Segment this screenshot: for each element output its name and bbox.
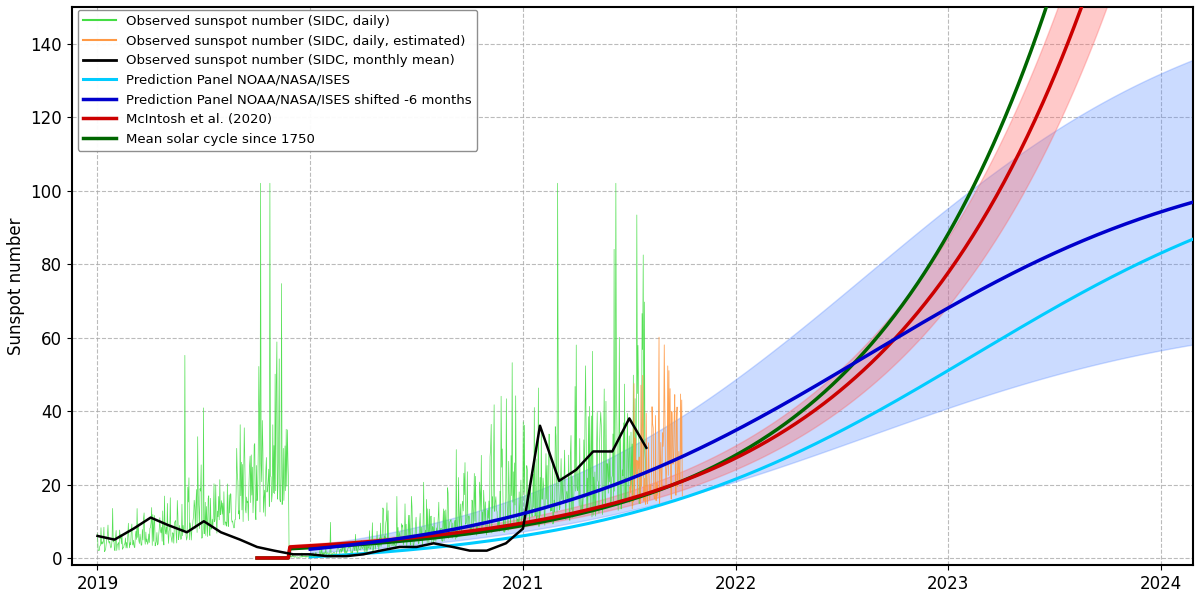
Y-axis label: Sunspot number: Sunspot number [7,217,25,355]
Legend: Observed sunspot number (SIDC, daily), Observed sunspot number (SIDC, daily, est: Observed sunspot number (SIDC, daily), O… [78,10,478,151]
